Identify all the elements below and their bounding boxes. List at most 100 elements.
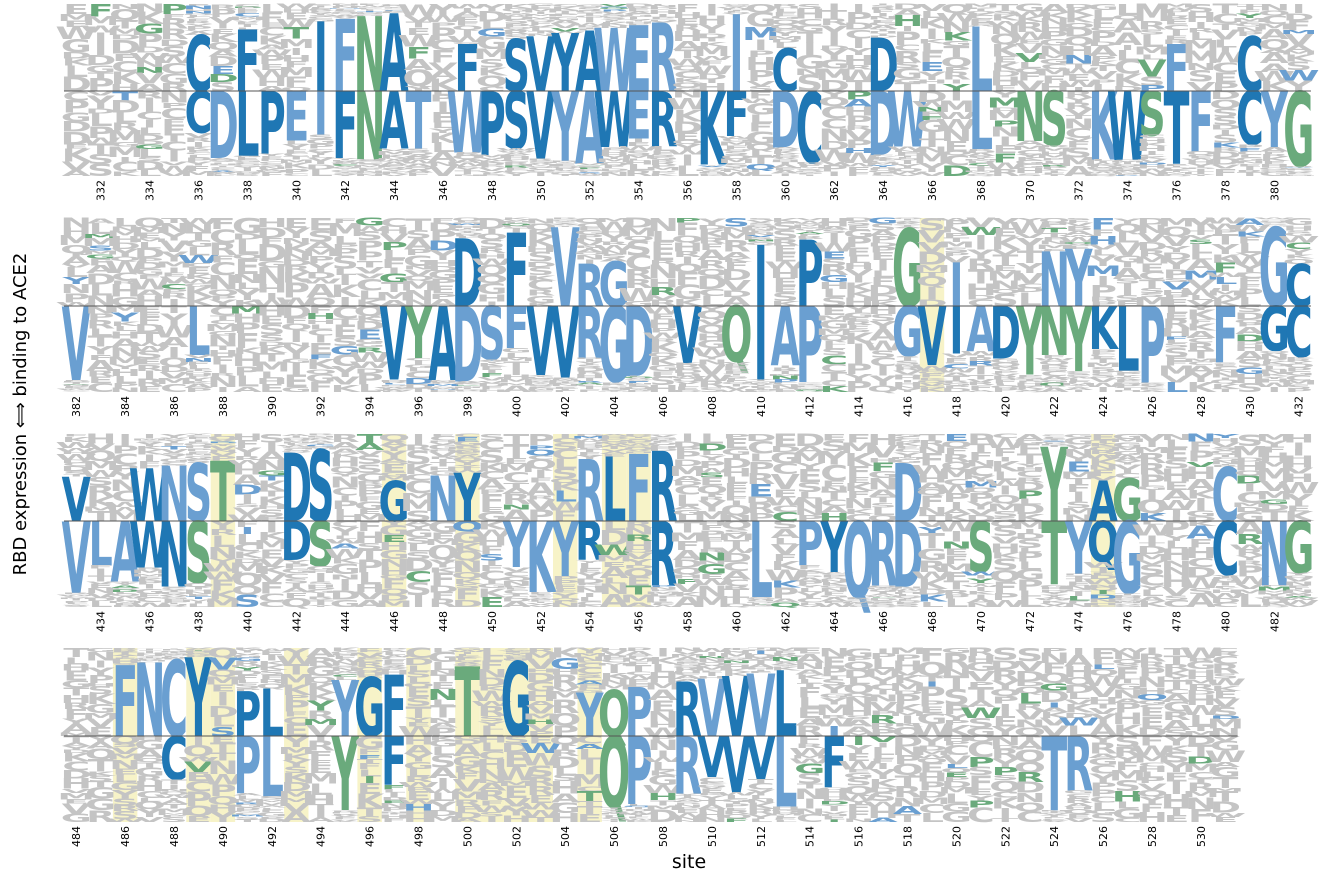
logo-letter-334-bottom-11: D [134,158,165,173]
logo-letter-335-bottom-10: V [159,172,188,178]
tick-label-426: 426 [1146,396,1159,417]
tick-label-494: 494 [315,826,328,847]
logo-letter-336-bottom-4: K [184,146,215,151]
tick-label-424: 424 [1097,396,1110,417]
logo-letter-337-bottom-6: T [210,165,237,168]
logo-letter-344-top-2: T [381,6,408,7]
logo-letter-333-bottom-2: L [113,110,137,126]
tick-label-530: 530 [1195,826,1208,847]
logo-letter-334-bottom-6: D [134,133,165,142]
logo-letter-338-bottom-8: I [240,168,254,172]
tick-label-448: 448 [437,611,450,632]
logo-letter-333-bottom-3: R [111,120,140,133]
logo-letter-340-top-8: F [283,60,309,70]
logo-letter-332-bottom-0: V [86,90,115,97]
logo-letter-332-bottom-2: D [85,107,116,115]
logo-letter-334-bottom-3: C [136,110,164,122]
tick-label-392: 392 [315,396,328,417]
logo-letter-343-top-3: Y [355,7,385,8]
logo-letter-440-bottom-9: S [234,591,261,611]
logo-letter-344-bottom-8: Y [379,169,409,173]
logo-letter-340-top-1: H [280,7,312,14]
logo-letter-345-top-0: W [398,1,440,19]
tick-label-378: 378 [1219,180,1232,201]
logo-letter-343-bottom-8: P [356,168,384,170]
logo-letter-335-top-6: W [153,55,195,66]
logo-letter-341-top-7: S [307,15,334,17]
logo-letter-337-top-5: Q [207,40,239,52]
tick-label-396: 396 [413,396,426,417]
logo-letter-335-top-8: G [159,71,190,87]
tick-label-428: 428 [1195,396,1208,417]
tick-label-464: 464 [828,611,841,632]
logo-letter-337-top-3: E [210,28,236,36]
tick-label-410: 410 [755,396,768,417]
logo-letter-338-top-9: I [240,24,254,28]
logo-letter-338-bottom-9: G [232,171,263,174]
logo-letter-426-bottom-9: A [1137,390,1167,392]
logo-letter-334-top-6: N [134,58,166,70]
logo-letter-333-top-6: F [112,51,138,63]
logo-letter-342-top-2: N [329,6,361,9]
logo-letter-343-bottom-3: P [356,161,384,162]
logo-row-3: FKWWHWDCDSTVVRCWCMISPLTARSHVQMWSRKMTLFIT… [55,428,1319,632]
logo-letter-342-bottom-7: A [331,166,361,169]
logo-letter-342-bottom-10: I [338,172,352,173]
logo-letter-339-bottom-1: Y [257,153,287,157]
logo-letter-377-bottom-10: Y [1186,174,1216,177]
logo-letter-331-top-2: E [63,20,89,30]
logo-letter-334-top-7: N [134,66,166,75]
tick-label-376: 376 [1171,180,1184,201]
tick-label-434: 434 [95,611,108,632]
tick-label-480: 480 [1219,611,1232,632]
logo-letter-334-bottom-0: R [135,89,164,101]
logo-letter-343-bottom-9: F [357,169,383,171]
logo-letter-335-bottom-9: W [153,163,195,175]
logo-letter-336-top-1: N [183,5,215,10]
logo-letter-341-bottom-4: C [307,148,335,152]
tick-label-402: 402 [559,396,572,417]
logo-letter-388-bottom-12: I [216,386,230,394]
logo-letter-511-bottom-9: F [723,818,749,823]
logo-letter-335-bottom-6: C [160,139,188,154]
logo-letter-336-bottom-11: M [180,170,218,178]
tick-label-492: 492 [266,826,279,847]
logo-letter-345-top-6: A [404,55,434,73]
logo-letter-433-bottom-13: S [63,606,90,608]
logo-letter-332-top-4: I [94,38,108,60]
logo-row-4: TLHEGTHRFYAMTAYDKCDHVMEVGGNIYPHSKGMVEYAQ… [57,637,1246,847]
logo-letter-342-top-6: S [332,11,359,12]
logo-letter-336-bottom-8: P [185,157,213,164]
logo-letter-338-top-4: C [233,13,261,18]
logo-letter-337-bottom-1: A [208,157,238,160]
logo-letter-446-bottom-11: M [375,599,413,610]
logo-letter-525-bottom-9: V [1064,818,1093,824]
logo-letter-343-top-0: F [357,4,383,6]
logo-letter-341-top-6: Y [306,12,336,16]
logo-letter-343-bottom-6: M [351,165,389,169]
logo-letter-337-bottom-9: A [208,170,238,172]
logo-letter-340-top-11: Q [280,86,312,92]
logo-letter-343-top-9: Q [354,12,386,14]
logo-letter-341-bottom-5: Y [306,150,335,156]
logo-letter-339-top-2: E [259,21,285,29]
tick-label-478: 478 [1171,611,1184,632]
tick-label-418: 418 [950,396,963,417]
logo-letter-332-top-5: D [85,53,116,69]
tick-label-342: 342 [339,180,352,201]
tick-label-384: 384 [119,396,132,417]
logo-letter-339-bottom-6: N [256,166,288,170]
logo-letter-343-top-13: N [354,0,386,116]
logo-letter-340-top-2: E [283,11,309,22]
logo-letter-344-bottom-9: K [379,171,410,175]
logo-letter-335-bottom-5: I [167,134,181,143]
logo-letter-345-top-1: V [404,14,434,24]
logo-letter-335-bottom-4: E [161,122,187,139]
logo-letter-345-top-3: E [406,25,432,37]
tick-label-522: 522 [999,826,1012,847]
logo-letter-345-bottom-9: F [406,172,432,177]
tick-label-524: 524 [1048,826,1061,847]
logo-letter-341-top-0: S [307,4,334,6]
logo-letter-338-top-7: V [233,20,263,23]
